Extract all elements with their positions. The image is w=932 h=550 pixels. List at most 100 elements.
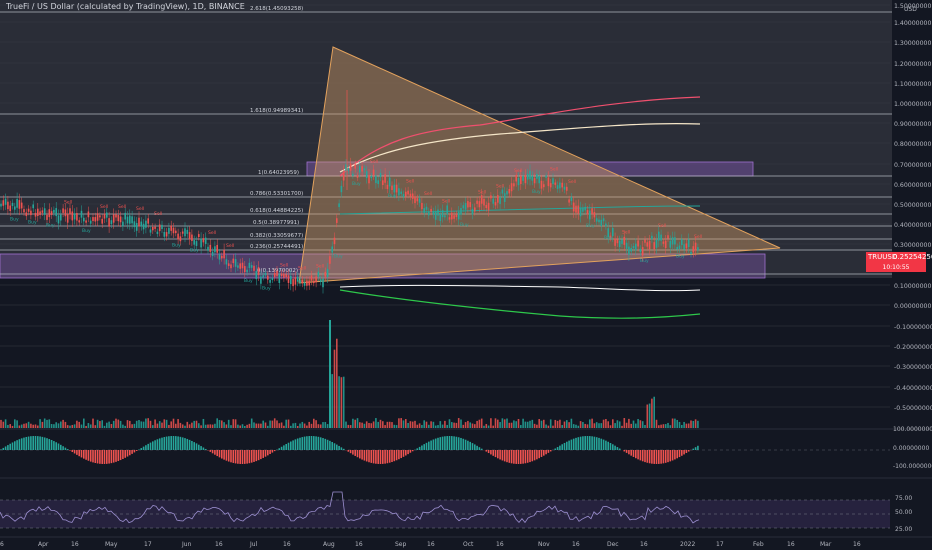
volume-bar [462, 424, 465, 428]
macd-bar [375, 450, 377, 464]
candle-body [451, 212, 453, 220]
volume-bar [598, 423, 600, 428]
volume-bar [66, 425, 69, 428]
volume-bar [248, 423, 251, 428]
macd-bar [409, 450, 412, 453]
macd-bar [154, 440, 156, 450]
macd-bar [133, 450, 136, 453]
macd-bar [692, 448, 695, 450]
volume-bar [572, 424, 575, 428]
macd-bar [73, 450, 76, 454]
price-axis[interactable]: 1.50000000 1.40000000 1.30000000 1.20000000… [894, 3, 932, 412]
volume-bar [78, 421, 80, 428]
price-axis-label: 0.30000000 [894, 242, 931, 249]
volume-bar [533, 423, 536, 428]
macd-bar [287, 442, 290, 450]
candle-body [60, 214, 62, 221]
macd-bar [685, 450, 688, 453]
macd-bar [363, 450, 366, 461]
macd-histogram: 100.00000000 0.00000000 -100.00000000 [0, 426, 932, 470]
macd-bar [329, 440, 331, 450]
buy-signal: Buy [10, 217, 19, 223]
macd-bar [20, 438, 23, 450]
macd-bar [285, 444, 287, 450]
candle-body [340, 185, 343, 193]
time-axis[interactable]: 6 Apr 16 May 17 Jun 16 Jul 16 Aug 16 Sep 16 Oct 16 Nov 1… [0, 536, 932, 548]
volume-bar [345, 421, 347, 428]
volume-bar [39, 419, 41, 428]
volume-bar [393, 424, 396, 428]
volume-bar [616, 420, 619, 428]
macd-bar [244, 450, 246, 464]
macd-bar [211, 450, 214, 454]
macd-bar [407, 450, 409, 455]
candle-body [287, 275, 290, 283]
macd-bar [582, 436, 584, 450]
macd-bar [202, 447, 205, 450]
time-axis-label: Oct [463, 541, 474, 548]
volume-bar [27, 421, 30, 428]
macd-bar [177, 436, 179, 450]
candle-body [46, 214, 48, 220]
candle-body [16, 198, 18, 208]
candle-body [336, 218, 338, 223]
candle-body [667, 235, 669, 239]
candle-body [37, 208, 39, 216]
candle-body [264, 272, 267, 276]
macd-bar [595, 437, 598, 450]
candle-body [253, 265, 255, 271]
macd-bar [269, 450, 271, 454]
candle-body [370, 175, 373, 179]
volume-bar [177, 419, 179, 428]
candle-body [69, 208, 71, 215]
candle-body [135, 223, 138, 231]
time-axis-label: Jul [249, 541, 258, 548]
volume-bar [195, 420, 198, 428]
candle-body [439, 213, 442, 221]
volume-bar [478, 419, 481, 428]
volume-bar [71, 424, 74, 428]
candle-body [368, 175, 370, 184]
candle-body [112, 214, 115, 223]
candle-body [83, 217, 85, 222]
candle-body [260, 276, 262, 284]
macd-bar [480, 448, 483, 450]
candle-body [561, 182, 563, 188]
volume-bar [653, 396, 655, 428]
macd-bar [37, 436, 39, 450]
volume-bar [278, 423, 281, 428]
macd-axis-label: -100.00000000 [893, 463, 932, 470]
candle-body [110, 220, 113, 225]
volume-bar [216, 418, 218, 428]
macd-bar [524, 450, 527, 464]
price-candles [0, 90, 699, 294]
candle-body [154, 226, 156, 229]
macd-bar [237, 450, 239, 464]
macd-bar [96, 450, 99, 464]
candle-body [99, 215, 101, 218]
macd-bar [370, 450, 373, 463]
candle-body [301, 279, 304, 284]
macd-bar [342, 448, 345, 450]
volume-bar [331, 374, 333, 428]
volume-bar [384, 425, 386, 428]
macd-bar [662, 450, 665, 464]
volume-bar [232, 419, 235, 428]
macd-bar [589, 436, 591, 450]
price-axis-label: 1.20000000 [894, 61, 931, 68]
candle-body [365, 171, 368, 179]
macd-bar [522, 450, 524, 464]
macd-bar [446, 436, 448, 450]
macd-bar [639, 450, 642, 461]
volume-bar [207, 424, 209, 428]
sell-signal: Sell [64, 200, 72, 206]
sell-signal: Sell [568, 179, 576, 185]
candle-body [329, 256, 331, 264]
macd-bar [609, 442, 612, 450]
macd-bar [53, 441, 55, 450]
volume-bar [237, 424, 239, 428]
volume-bar [416, 424, 419, 428]
volume-bar [365, 421, 368, 428]
candle-body [283, 273, 285, 278]
